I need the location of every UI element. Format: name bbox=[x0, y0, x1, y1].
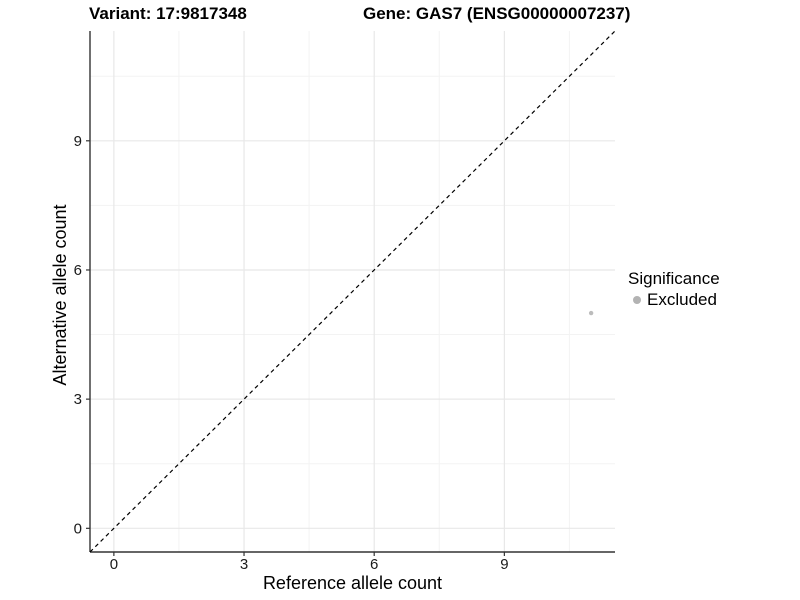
legend: Significance Excluded bbox=[628, 268, 720, 310]
y-tick-label: 3 bbox=[74, 391, 82, 408]
y-tick-label: 0 bbox=[74, 520, 82, 537]
excluded-point-icon bbox=[633, 296, 641, 304]
legend-item-excluded: Excluded bbox=[628, 290, 720, 310]
legend-item-label: Excluded bbox=[647, 290, 717, 309]
y-tick-label: 6 bbox=[74, 262, 82, 279]
x-tick-label: 9 bbox=[500, 556, 508, 573]
x-axis-title: Reference allele count bbox=[262, 573, 443, 593]
y-tick-label: 9 bbox=[74, 133, 82, 150]
x-tick-label: 3 bbox=[240, 556, 248, 573]
x-tick-label: 6 bbox=[370, 556, 378, 573]
gene-title: Gene: GAS7 (ENSG00000007237) bbox=[363, 4, 631, 23]
variant-title: Variant: 17:9817348 bbox=[89, 4, 247, 23]
legend-title: Significance bbox=[628, 269, 720, 288]
identity-dashed-line bbox=[89, 30, 616, 553]
x-tick-label: 0 bbox=[110, 556, 118, 573]
y-axis-title: Alternative allele count bbox=[50, 204, 70, 386]
data-point bbox=[588, 310, 594, 316]
